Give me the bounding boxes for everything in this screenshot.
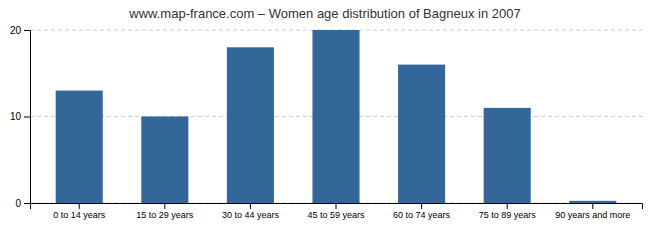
x-tick: 15 to 29 years [136,203,194,220]
x-tick-mark [592,203,593,209]
y-axis-line [24,31,31,204]
y-tick: 10 [10,111,30,122]
y-tick-label: 10 [10,111,22,122]
x-tick-label: 15 to 29 years [136,210,194,220]
x-tick-label: 0 to 14 years [53,210,106,220]
x-tick-mark [250,203,251,209]
x-tick: 75 to 89 years [479,203,537,220]
x-tick-label: 60 to 74 years [393,210,451,220]
chart-container: 0 10 20 0 to 14 years 15 to 29 years 30 to 44… [0,0,650,229]
x-axis-line [31,204,643,210]
x-tick: 90 years and more [555,203,630,220]
x-tick-mark [79,203,80,209]
grid [30,30,642,203]
x-tick: 30 to 44 years [222,203,280,220]
x-tick-label: 75 to 89 years [479,210,537,220]
x-tick-mark [164,203,165,209]
bars [56,30,617,203]
x-axis: 0 to 14 years 15 to 29 years 30 to 44 year… [31,203,643,220]
x-tick-label: 45 to 59 years [307,210,365,220]
bar [484,108,531,203]
chart-title: www.map-france.com – Women age distribut… [128,6,520,21]
bar [569,201,616,203]
x-tick: 60 to 74 years [393,203,451,220]
chart-svg: 0 10 20 0 to 14 years 15 to 29 years 30 to 44… [0,0,650,229]
x-tick-label: 30 to 44 years [222,210,280,220]
y-tick: 20 [10,25,30,36]
y-tick-label: 0 [15,198,21,209]
x-tick-mark [421,203,422,209]
bar [141,117,188,204]
y-tick-mark [24,117,30,118]
bar [227,47,274,203]
y-axis: 0 10 20 [10,25,31,209]
x-tick: 45 to 59 years [307,203,365,220]
bar [312,30,359,203]
bar [56,91,103,203]
plot-area: 0 10 20 0 to 14 years 15 to 29 years 30 to 44… [10,25,643,221]
bar [398,65,445,203]
x-tick-label: 90 years and more [555,210,630,220]
x-tick: 0 to 14 years [53,203,106,220]
y-tick-mark [24,203,30,204]
x-tick-mark [507,203,508,209]
y-tick: 0 [15,198,30,209]
x-tick-mark [336,203,337,209]
y-tick-label: 20 [10,25,22,36]
y-tick-mark [24,30,30,31]
